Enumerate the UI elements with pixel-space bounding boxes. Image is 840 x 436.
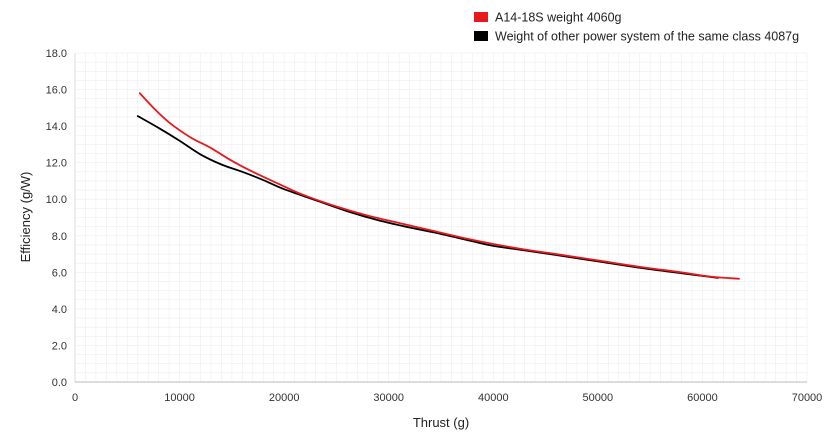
legend-swatch-series-1: [474, 12, 488, 22]
y-tick-label: 4.0: [52, 304, 67, 316]
x-tick-label: 20000: [269, 392, 300, 404]
x-tick-label: 0: [72, 392, 78, 404]
y-tick-label: 14.0: [46, 121, 67, 133]
y-tick-label: 6.0: [52, 267, 67, 279]
y-tick-label: 10.0: [46, 194, 67, 206]
y-tick-label: 2.0: [52, 340, 67, 352]
y-tick-label: 16.0: [46, 85, 67, 97]
y-tick-label: 8.0: [52, 231, 67, 243]
y-axis-ticks: 0.0 2.0 4.0 6.0 8.0 10.0 12.0 14.0 16.0 18.0: [46, 48, 67, 389]
series-line-2: [136, 115, 720, 279]
x-axis-label: Thrust (g): [413, 415, 469, 430]
y-tick-label: 12.0: [46, 158, 67, 170]
series-line-1: [138, 92, 740, 280]
y-axis-label: Efficiency (g/W): [18, 172, 33, 263]
y-tick-label: 0.0: [52, 377, 67, 389]
x-tick-label: 40000: [478, 392, 509, 404]
legend-swatch-series-2: [474, 31, 488, 41]
axes: [74, 53, 807, 383]
grid: [74, 52, 808, 383]
x-tick-label: 30000: [373, 392, 404, 404]
legend-label-series-2: Weight of other power system of the same…: [495, 30, 799, 44]
x-axis-ticks: 0 10000 20000 30000 40000 50000 60000 70000: [72, 392, 822, 404]
y-tick-label: 18.0: [46, 48, 67, 60]
x-tick-label: 10000: [164, 392, 195, 404]
x-tick-label: 70000: [792, 392, 823, 404]
series-lines: [136, 92, 740, 280]
legend: A14-18S weight 4060g Weight of other pow…: [474, 11, 799, 44]
legend-label-series-1: A14-18S weight 4060g: [495, 11, 622, 25]
x-tick-label: 50000: [583, 392, 614, 404]
x-tick-label: 60000: [687, 392, 718, 404]
